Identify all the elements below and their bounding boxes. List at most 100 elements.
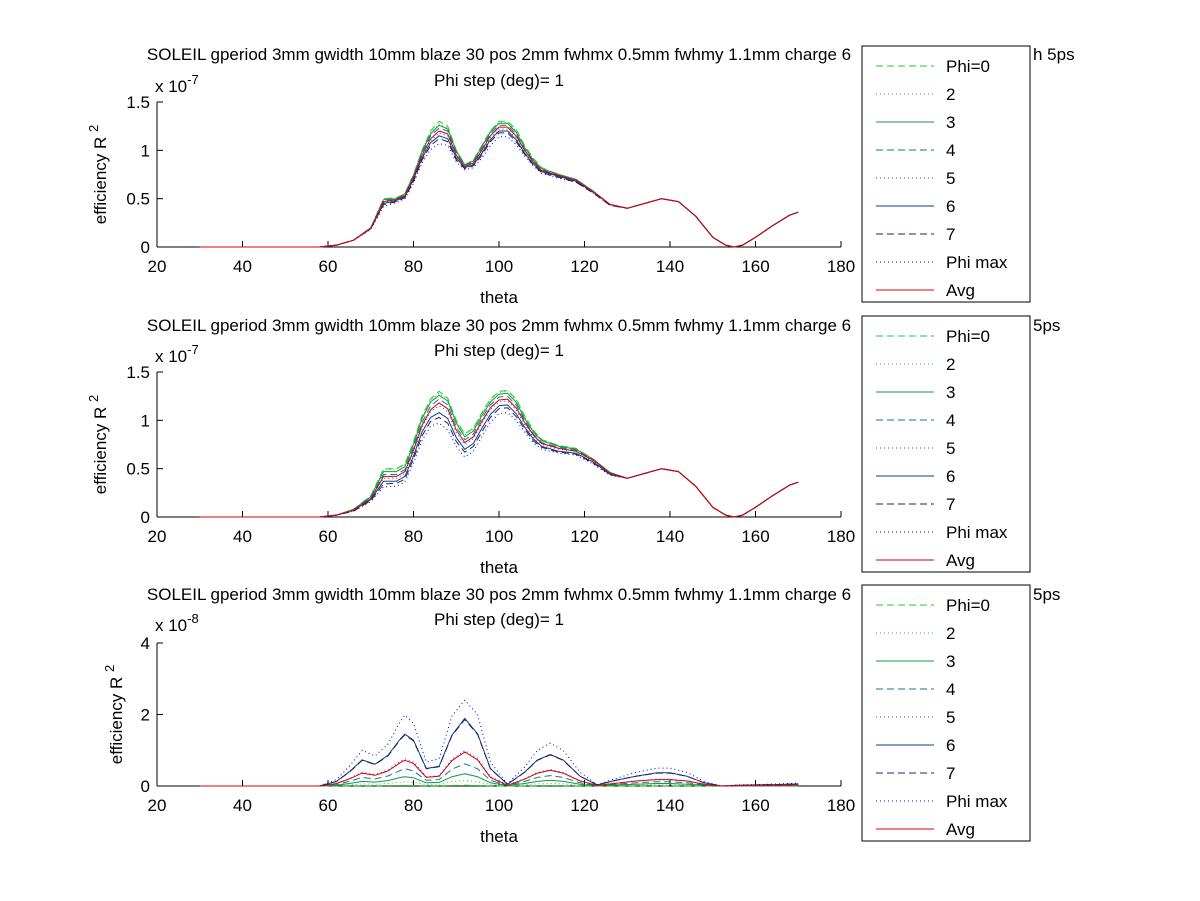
y-tick-label: 1.5 [126,363,150,382]
series-line-6 [199,130,799,248]
axis-exponent: x 10-8 [155,611,199,635]
y-tick-label: 0 [141,777,150,796]
chart-panel-1: SOLEIL gperiod 3mm gwidth 10mm blaze 30 … [86,45,1075,307]
legend-box [861,584,1031,842]
legend-label: Phi=0 [946,596,990,615]
series-line-2 [199,121,799,248]
legend-label: Avg [946,551,975,570]
series-line-4 [199,124,799,248]
legend-label: 3 [946,113,955,132]
legend-label: 7 [946,225,955,244]
series-line-3 [199,773,799,787]
chart-panel-2: SOLEIL gperiod 3mm gwidth 10mm blaze 30 … [86,315,1060,577]
x-tick-label: 20 [148,257,167,276]
series-line-6 [199,717,799,787]
chart-panel-3: SOLEIL gperiod 3mm gwidth 10mm blaze 30 … [102,584,1060,846]
x-tick-label: 20 [148,796,167,815]
chart-title: SOLEIL gperiod 3mm gwidth 10mm blaze 30 … [147,316,851,335]
x-tick-label: 100 [485,796,513,815]
series-line-5 [199,128,799,248]
series-line-2 [199,779,799,787]
series-line-3 [199,122,799,248]
x-tick-label: 140 [656,257,684,276]
legend-label: 2 [946,355,955,374]
series-line-8 [199,136,799,248]
y-axis-label: efficiency R 2 [86,395,110,495]
y-tick-label: 0.5 [126,460,150,479]
series-line-9 [199,398,799,518]
series-line-1 [199,389,799,518]
x-tick-label: 60 [319,796,338,815]
series-line-5 [199,750,799,787]
x-tick-label: 160 [741,527,769,546]
chart-subtitle: Phi step (deg)= 1 [434,341,564,360]
y-axis-label: efficiency R 2 [86,125,110,225]
x-tick-label: 40 [233,796,252,815]
y-tick-label: 1 [141,411,150,430]
legend-label: 2 [946,85,955,104]
legend: Phi=0 2 3 4 5 6 7 Phi max Avg [861,584,1031,842]
x-tick-label: 160 [741,257,769,276]
x-axis-label: theta [480,827,518,846]
x-tick-label: 180 [827,257,855,276]
x-tick-label: 80 [404,796,423,815]
x-tick-label: 140 [656,796,684,815]
x-tick-label: 40 [233,257,252,276]
x-tick-label: 180 [827,527,855,546]
x-tick-label: 160 [741,796,769,815]
legend-label: 5 [946,708,955,727]
legend: Phi=0 2 3 4 5 6 7 Phi max Avg [861,315,1031,573]
legend-label: Avg [946,281,975,300]
series-line-7 [199,132,799,248]
series-line-1 [199,120,799,248]
legend: Phi=0 2 3 4 5 6 7 Phi max Avg [861,45,1031,303]
legend-label: Phi=0 [946,57,990,76]
x-tick-label: 100 [485,527,513,546]
y-axis-label: efficiency R 2 [102,665,126,765]
x-tick-label: 80 [404,257,423,276]
series-line-8 [199,699,799,787]
y-tick-label: 1 [141,141,150,160]
chart-title-tail: h 5ps [1033,45,1075,64]
legend-box [861,45,1031,303]
legend-box [861,315,1031,573]
legend-label: 6 [946,467,955,486]
y-tick-label: 1.5 [126,93,150,112]
x-axis-label: theta [480,558,518,577]
x-tick-label: 20 [148,527,167,546]
legend-label: 7 [946,495,955,514]
x-tick-label: 100 [485,257,513,276]
y-tick-label: 4 [141,634,150,653]
axis-exponent: x 10-7 [155,72,199,96]
legend-label: Avg [946,820,975,839]
x-tick-label: 60 [319,527,338,546]
series-line-9 [199,126,799,248]
series-line-4 [199,395,799,518]
legend-label: 4 [946,411,955,430]
series-line-1 [199,784,799,787]
chart-title: SOLEIL gperiod 3mm gwidth 10mm blaze 30 … [147,45,851,64]
y-tick-label: 0.5 [126,190,150,209]
legend-label: 4 [946,141,955,160]
series-line-4 [199,763,799,787]
x-tick-label: 120 [570,796,598,815]
legend-label: Phi max [946,792,1008,811]
axis-exponent: x 10-7 [155,342,199,366]
series-line-3 [199,392,799,518]
chart-title-tail: 5ps [1033,316,1060,335]
legend-label: Phi max [946,253,1008,272]
chart-subtitle: Phi step (deg)= 1 [434,610,564,629]
legend-label: 5 [946,169,955,188]
y-tick-label: 0 [141,508,150,527]
x-tick-label: 180 [827,796,855,815]
chart-title-tail: 5ps [1033,585,1060,604]
legend-label: 4 [946,680,955,699]
legend-label: 6 [946,197,955,216]
y-tick-label: 2 [141,706,150,725]
x-tick-label: 60 [319,257,338,276]
y-tick-label: 0 [141,238,150,257]
chart-title: SOLEIL gperiod 3mm gwidth 10mm blaze 30 … [147,585,851,604]
series-line-5 [199,400,799,518]
legend-label: 3 [946,652,955,671]
